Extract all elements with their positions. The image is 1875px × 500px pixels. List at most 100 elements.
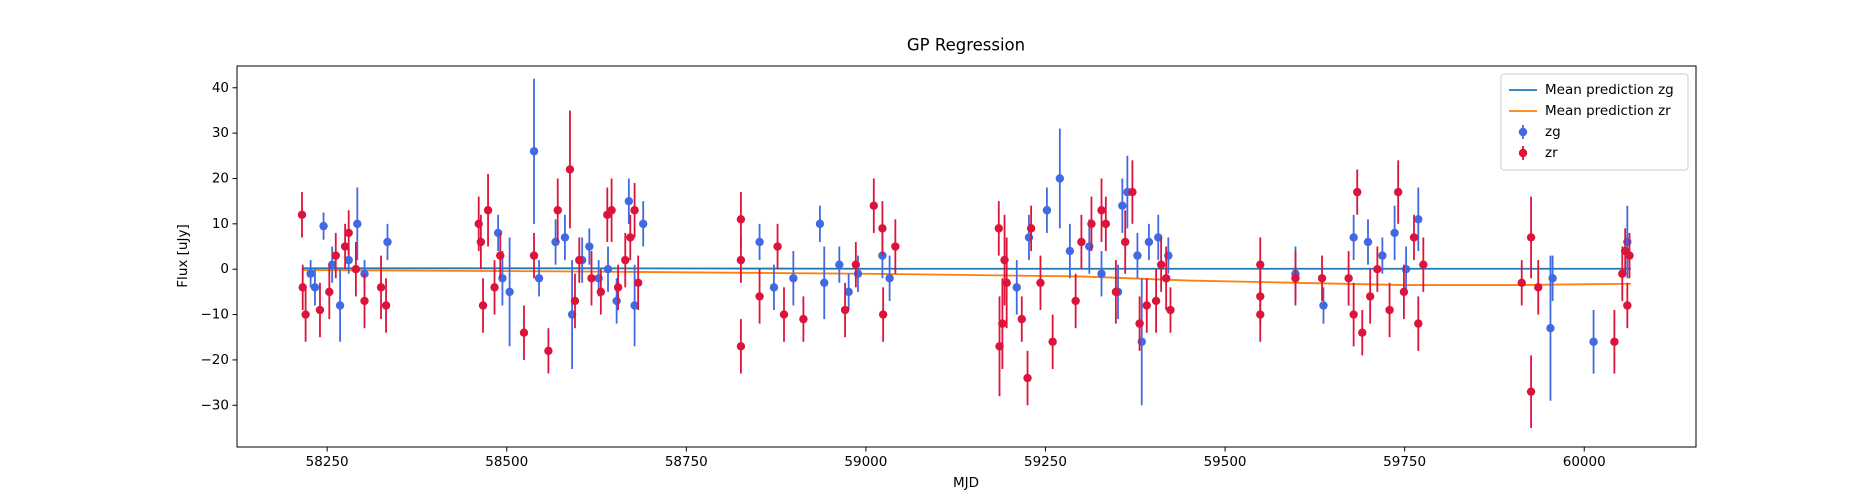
data-point <box>769 283 779 292</box>
data-point <box>301 310 310 319</box>
data-point <box>1291 274 1300 283</box>
x-axis-label: MJD <box>953 475 979 491</box>
data-point <box>1610 337 1619 346</box>
data-point <box>755 237 764 247</box>
data-point <box>1365 292 1375 301</box>
data-point <box>639 219 648 229</box>
data-point <box>1548 274 1557 283</box>
data-point <box>1409 233 1419 242</box>
data-point <box>1111 287 1121 297</box>
data-point <box>1256 260 1265 269</box>
data-point <box>340 242 350 251</box>
data-point <box>878 224 887 233</box>
y-tick-label: 40 <box>212 80 229 96</box>
y-axis-label: Flux [uJy] <box>175 224 191 287</box>
data-point <box>840 305 850 315</box>
data-point <box>297 210 307 219</box>
y-tick-label: 30 <box>212 125 229 141</box>
data-point <box>351 265 361 274</box>
data-point <box>496 251 505 260</box>
data-point <box>1349 310 1358 319</box>
data-point <box>1625 251 1634 260</box>
data-point <box>1414 215 1423 224</box>
x-tick-label: 59500 <box>1204 454 1247 470</box>
data-point <box>891 242 900 251</box>
data-point <box>1399 287 1409 297</box>
data-point <box>878 310 888 319</box>
data-point <box>1358 328 1367 337</box>
data-point <box>331 251 340 260</box>
data-point <box>560 233 570 242</box>
data-point <box>607 206 616 215</box>
data-point <box>1589 337 1598 346</box>
data-point <box>585 242 594 251</box>
y-tick-label: 0 <box>220 261 229 277</box>
data-point <box>325 287 334 297</box>
data-point <box>1121 237 1130 247</box>
data-point <box>1317 274 1327 283</box>
data-point <box>335 301 345 310</box>
x-tick-label: 58500 <box>485 454 528 470</box>
data-point <box>994 224 1003 233</box>
data-point <box>490 283 499 292</box>
data-point <box>565 165 575 174</box>
data-point <box>505 287 514 297</box>
data-point <box>575 255 584 265</box>
legend-label: Mean prediction zr <box>1545 103 1671 119</box>
data-point <box>736 255 746 265</box>
data-point <box>630 301 639 310</box>
data-point <box>1526 387 1536 396</box>
legend: Mean prediction zg Mean prediction zr zg zr <box>1500 73 1689 171</box>
data-point <box>1353 187 1362 197</box>
data-point <box>1012 283 1021 292</box>
data-point <box>736 215 746 224</box>
data-point <box>1414 319 1423 328</box>
data-point <box>1256 310 1265 319</box>
data-point <box>381 301 391 310</box>
data-point <box>1017 314 1026 324</box>
data-point <box>1118 201 1127 210</box>
data-point <box>1142 301 1151 310</box>
data-point <box>1087 219 1096 229</box>
x-tick-label: 59750 <box>1383 454 1426 470</box>
data-point <box>815 219 825 229</box>
legend-marker <box>1518 127 1528 137</box>
data-point <box>779 310 789 319</box>
data-point <box>1135 319 1144 328</box>
data-point <box>360 296 369 306</box>
data-point <box>1378 251 1387 260</box>
data-point <box>306 269 315 278</box>
data-point <box>1128 187 1137 197</box>
data-point <box>310 283 320 292</box>
data-point <box>869 201 878 210</box>
data-point <box>1517 278 1526 288</box>
data-point <box>789 274 798 283</box>
data-point <box>1390 228 1399 238</box>
data-point <box>1026 224 1036 233</box>
plot-area <box>297 78 1634 428</box>
legend-marker <box>1518 148 1528 158</box>
data-point <box>1055 174 1065 183</box>
data-point <box>612 296 621 306</box>
data-point <box>621 255 630 265</box>
y-tick-label: −10 <box>201 307 230 323</box>
data-point <box>344 255 353 265</box>
x-tick-label: 58250 <box>306 454 349 470</box>
data-point <box>570 296 580 306</box>
data-point <box>1161 274 1171 283</box>
data-point <box>478 301 488 310</box>
legend-label: zr <box>1545 145 1558 161</box>
data-point <box>476 237 486 247</box>
data-point <box>1023 373 1032 383</box>
data-point <box>483 206 493 215</box>
data-point <box>624 196 634 206</box>
mean-line <box>302 269 1631 286</box>
data-point <box>1048 337 1057 346</box>
data-point <box>319 221 328 231</box>
data-point <box>1097 269 1106 278</box>
data-point <box>755 292 764 301</box>
axes-frame <box>236 65 1697 448</box>
data-point <box>1151 296 1161 306</box>
data-point <box>1133 251 1142 260</box>
data-point <box>519 328 529 337</box>
